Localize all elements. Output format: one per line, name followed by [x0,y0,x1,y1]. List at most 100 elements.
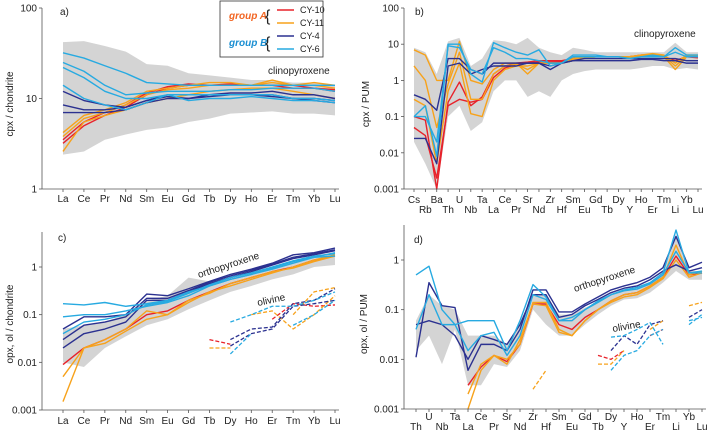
olivine-series-cy-6 [229,333,252,355]
y-tick-label: 0.001 [374,185,399,196]
x-tick-label: Sr [523,195,534,206]
legend-label-cy11: CY-11 [300,18,324,28]
x-tick-label: Tm [656,412,670,423]
x-tick-label: Dy [224,416,236,427]
y-axis-label: cpx / chondrite [5,71,16,136]
series-cy-4 [62,247,336,330]
legend-label-cy6: CY-6 [300,44,320,54]
x-tick-label: Gd [182,194,195,205]
olivine-series-cy-4 [230,288,336,341]
x-tick-label: Eu [161,194,173,205]
x-tick-label: Tb [204,194,216,205]
x-tick-label: Nb [464,205,477,216]
x-tick-label: Ce [475,412,488,423]
x-tick-label: Pr [489,422,500,433]
y-tick-label: 0.1 [23,310,37,321]
x-tick-label: Gd [589,195,602,206]
x-tick-label: Er [267,416,278,427]
legend-label-cy10: CY-10 [300,5,325,15]
olivine-series-cy-6 [610,321,664,345]
x-tick-label: Sm [139,416,154,427]
legend-group-a: group A [228,11,267,22]
x-tick-label: Yb [308,194,321,205]
y-tick-label: 0.01 [380,148,400,159]
olivine-series-cy-11 [649,320,664,330]
series-cy-6 [62,61,336,96]
olivine-series-cy-10 [597,350,625,360]
panel-c-chart: 0.001 0.01 0.1 1 La Ce Pr Nd Sm Eu Gd Tb Dy Ho Er Tm Yb L… [5,232,341,427]
panel-a-chart: 1 10 100 La Ce Pr Nd Sm Eu Gd Tb Dy Ho Er Tm Yb Lu cpx / … [5,4,341,206]
panel-label: c) [58,233,66,244]
x-tick-label: La [57,416,69,427]
olivine-series-cy-4 [610,320,664,352]
y-tick-label: 0.1 [385,305,399,316]
x-tick-label: Dy [224,194,236,205]
legend-label-cy4: CY-4 [300,31,320,41]
panel-label: a) [60,7,69,18]
x-tick-label: Sm [566,195,581,206]
x-tick-label: Sm [139,194,154,205]
y-axis-label: cpx / PUM [361,81,372,127]
series-cy-4 [62,249,336,349]
x-tick-label: Ce [78,194,91,205]
legend-brace-b: { [265,35,271,52]
y-tick-label: 1 [393,256,399,267]
x-tick-label: La [488,205,500,216]
legend-group-b: group B [228,38,267,49]
x-tick-label: Ho [245,416,258,427]
x-tick-label: Ce [78,416,91,427]
x-tick-label: Nd [119,416,132,427]
x-tick-label: Yb [681,195,694,206]
x-tick-label: Ho [245,194,258,205]
series-cy-11 [62,79,336,134]
y-axis-label: opx, ol / PUM [359,294,370,354]
x-tick-label: Tm [657,195,671,206]
legend-box [219,0,324,58]
x-tick-label: Nd [533,205,546,216]
y-tick-label: 0.001 [374,405,399,416]
legend-brace-a: { [265,8,271,25]
x-tick-label: U [425,412,432,423]
x-tick-label: Dy [605,412,617,423]
annotation-olivine: olivine [612,319,642,335]
y-axis-label: opx, ol / chondrite [5,284,16,363]
x-tick-label: Lu [696,422,707,433]
series-cy-4 [415,235,703,372]
x-tick-label: Er [267,194,278,205]
x-tick-label: Zr [546,195,556,206]
series-cy-6 [62,52,335,86]
x-tick-label: Pr [100,416,111,427]
x-tick-label: Gd [182,416,195,427]
olivine-series-cy-6 [230,291,336,323]
x-tick-label: Li [671,205,679,216]
x-tick-label: Tb [204,416,216,427]
x-tick-label: Lu [329,194,340,205]
y-tick-label: 0.1 [385,112,399,123]
x-tick-label: Eu [578,205,590,216]
series-cy-6 [415,250,703,357]
panel-label: d) [414,235,423,246]
x-tick-label: Eu [566,422,578,433]
x-tick-label: Ba [431,195,444,206]
x-tick-label: Nd [119,194,132,205]
series-cy-4 [415,264,703,361]
x-tick-label: Pr [100,194,111,205]
x-tick-label: Er [648,205,659,216]
x-tick-label: Zr [528,412,538,423]
series-cy-11 [62,254,336,378]
x-tick-label: Hf [541,422,551,433]
olivine-series-cy-6 [610,328,664,371]
x-tick-label: Yb [308,416,321,427]
olivine-series-cy-4 [688,309,703,318]
x-tick-label: U [456,195,463,206]
x-tick-label: Tb [592,422,604,433]
x-tick-label: Ta [477,195,488,206]
x-tick-label: Ho [635,195,648,206]
series-cy-6 [62,253,336,335]
x-tick-label: La [57,194,69,205]
x-tick-label: Pr [511,205,522,216]
series-cy-11 [62,87,336,152]
series-cy-6 [414,45,698,143]
x-tick-label: Dy [612,195,624,206]
series-cy-6 [62,66,336,104]
